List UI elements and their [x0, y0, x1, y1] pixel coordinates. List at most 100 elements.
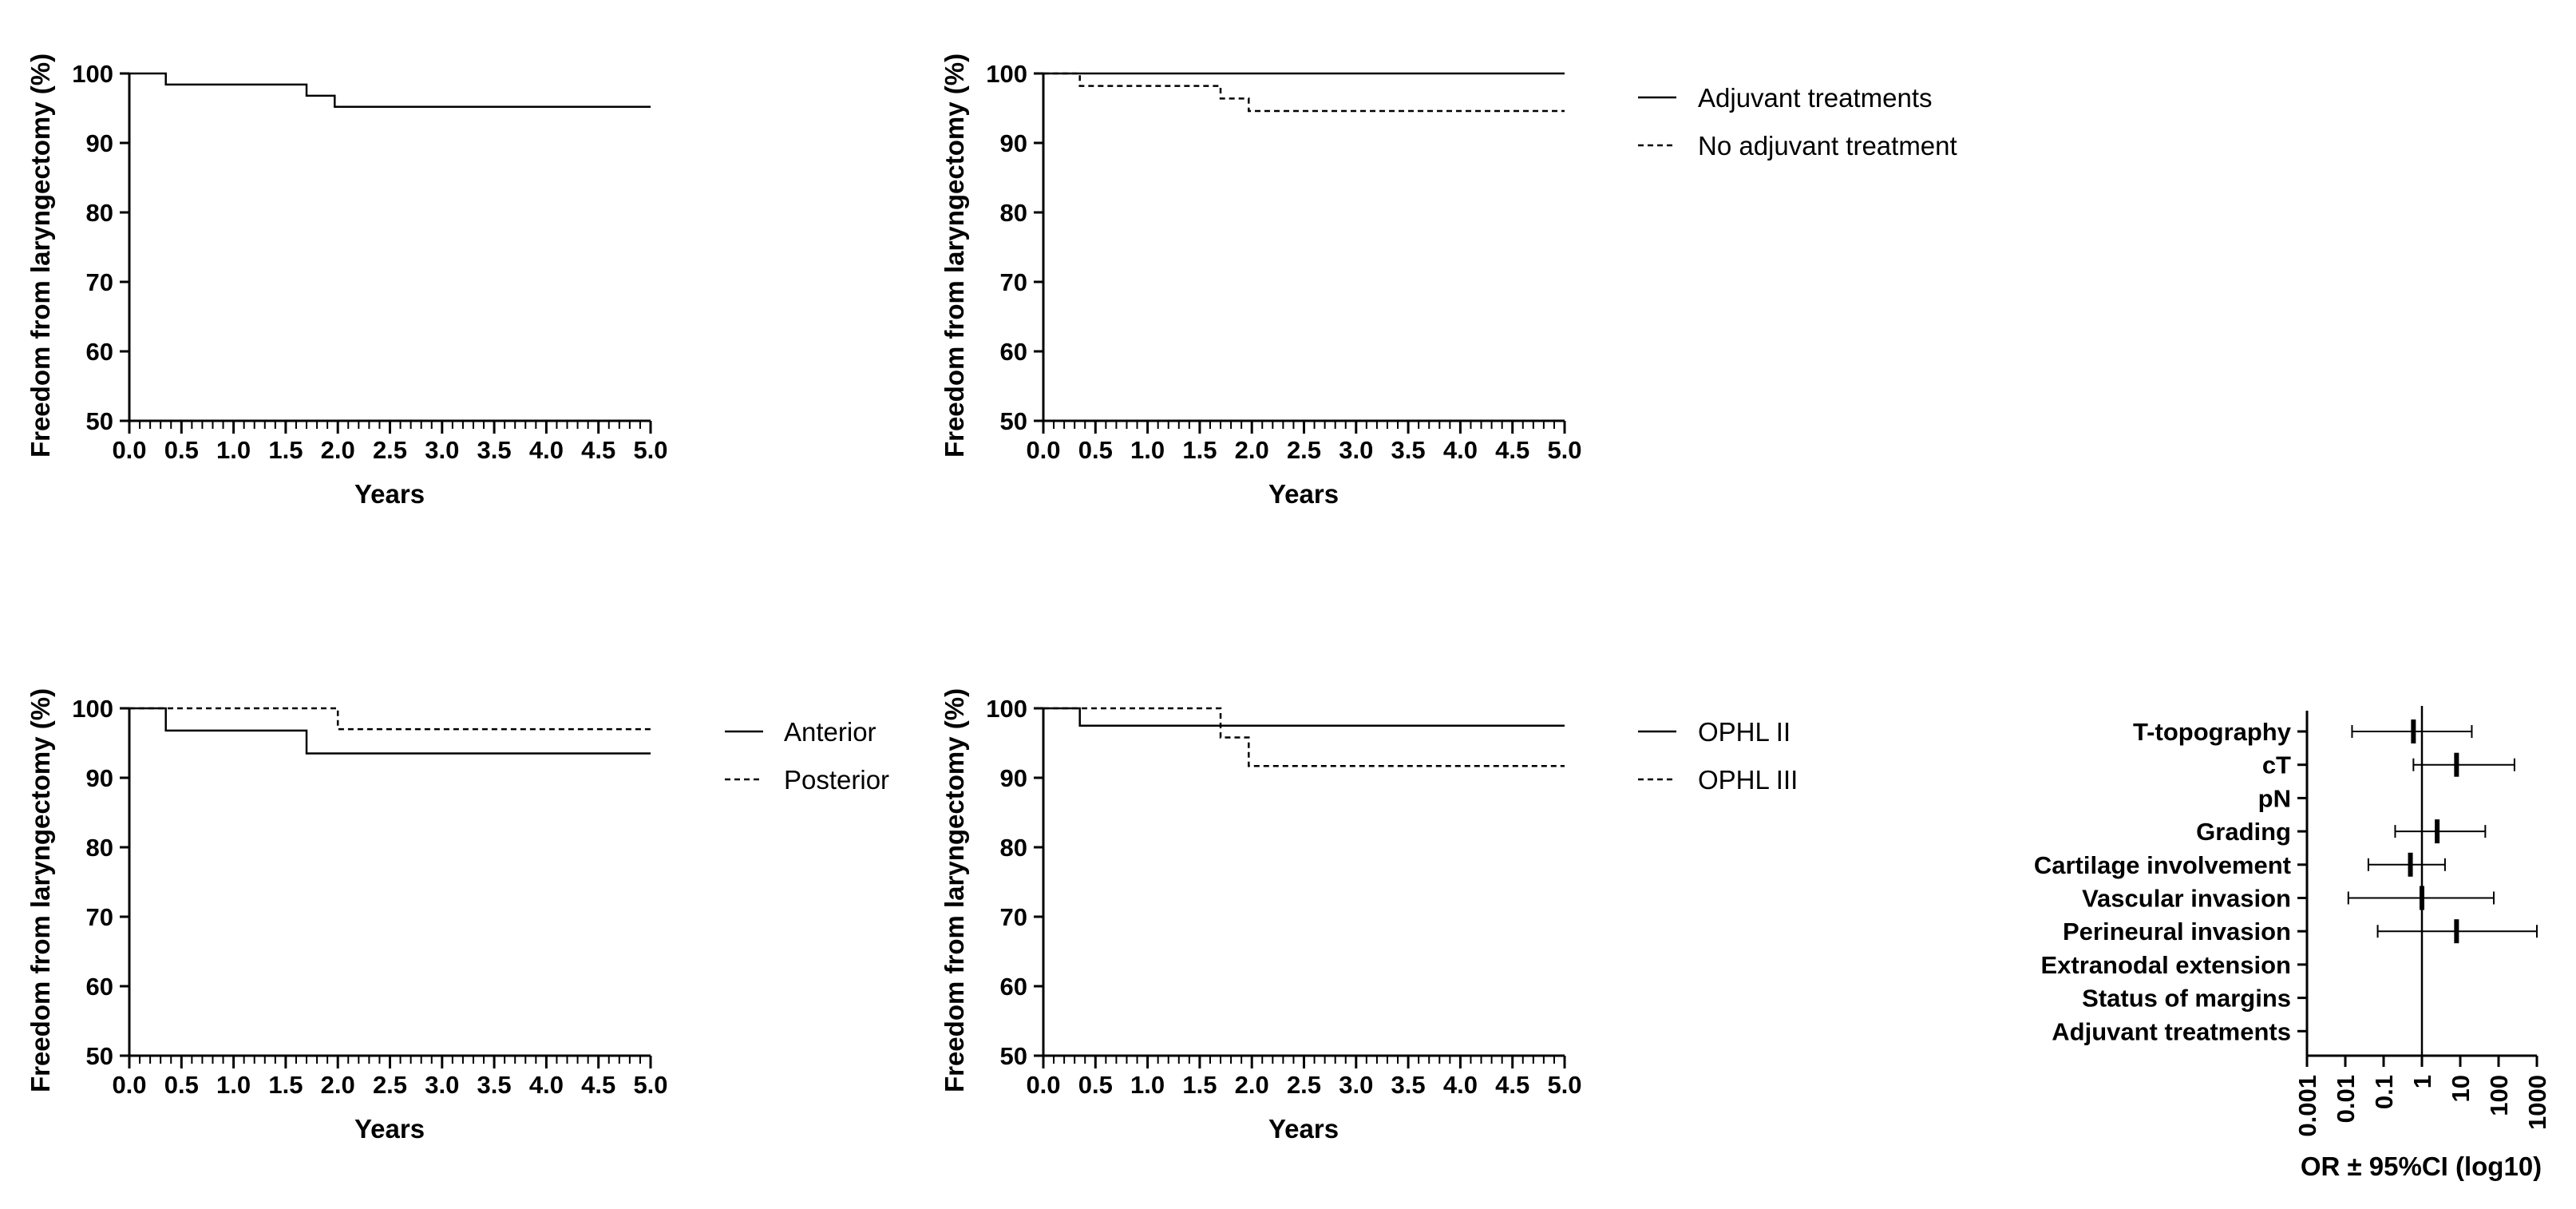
forest-row-label: cT [2262, 751, 2291, 779]
series-line-solid [1043, 707, 1565, 727]
series-line-solid [129, 707, 651, 755]
x-tick-label: 1.0 [216, 1071, 251, 1099]
x-tick-label: 4.5 [1495, 1071, 1529, 1099]
x-tick-label: 1.5 [268, 436, 303, 464]
x-tick-label: 5.0 [633, 1071, 667, 1099]
x-tick-label: 2.0 [321, 1071, 355, 1099]
x-axis-title: Years [1268, 1114, 1339, 1144]
x-tick-label: 1.0 [1130, 436, 1165, 464]
legend: Adjuvant treatments No adjuvant treatmen… [1638, 83, 1957, 161]
y-tick-label: 100 [986, 695, 1027, 723]
forest-row-label: T-topography [2133, 718, 2292, 746]
y-axis-title: Freedom from laryngectomy (%) [26, 688, 55, 1092]
y-tick-label: 60 [1000, 973, 1027, 1001]
x-axis-title: OR ± 95%CI (log10) [2301, 1152, 2542, 1181]
x-tick-label: 0.1 [2370, 1075, 2398, 1109]
series-line-dashed [129, 707, 651, 731]
legend-label: Posterior [784, 765, 889, 795]
x-tick-label: 2.0 [321, 436, 355, 464]
legend-label: No adjuvant treatment [1698, 131, 1957, 161]
x-tick-label: 0.5 [1078, 436, 1113, 464]
x-tick-label: 3.5 [477, 436, 512, 464]
x-tick-label: 2.5 [1287, 1071, 1321, 1099]
y-tick-label: 50 [86, 1042, 113, 1070]
x-tick-label: 1.0 [1130, 1071, 1165, 1099]
y-tick-label: 90 [1000, 764, 1027, 792]
y-tick-label: 80 [86, 834, 113, 862]
x-tick-label: 0.0 [1026, 436, 1060, 464]
x-tick-label: 1 [2408, 1075, 2436, 1088]
x-tick-label: 0.001 [2293, 1075, 2321, 1137]
y-tick-label: 60 [1000, 338, 1027, 366]
series-line-dashed [1043, 72, 1565, 113]
x-tick-label: 3.0 [425, 1071, 459, 1099]
x-tick-label: 3.5 [477, 1071, 512, 1099]
y-tick-label: 70 [86, 903, 113, 931]
x-tick-label: 4.0 [529, 436, 564, 464]
x-tick-label: 10 [2447, 1075, 2475, 1102]
x-tick-label: 2.0 [1235, 436, 1269, 464]
forest-row-label: Cartilage involvement [2034, 851, 2291, 879]
x-tick-label: 4.0 [529, 1071, 564, 1099]
km-plot-topography: 50 60 70 80 90 100 0.0 0.5 1.0 1.5 2.0 2.5 3.0 3.5 4.0… [26, 688, 889, 1144]
km-plot-overall: 50 60 70 80 90 100 0.0 0.5 1.0 1.5 2.0 2.5 3.0 3.5 4.0… [26, 54, 668, 509]
x-tick-label: 1.5 [1182, 1071, 1217, 1099]
x-tick-label: 0.01 [2332, 1075, 2360, 1123]
series-line-dashed [1043, 707, 1565, 767]
legend-label: OPHL II [1698, 717, 1791, 747]
x-tick-label: 4.5 [581, 1071, 615, 1099]
y-tick-label: 80 [86, 199, 113, 227]
legend-label: Anterior [784, 717, 876, 747]
legend-label: OPHL III [1698, 765, 1798, 795]
y-tick-label: 50 [1000, 407, 1027, 435]
forest-row-label: pN [2258, 784, 2291, 812]
y-tick-label: 100 [72, 695, 113, 723]
forest-row-label: Perineural invasion [2063, 918, 2291, 945]
y-tick-label: 100 [986, 60, 1027, 88]
x-tick-label: 100 [2485, 1075, 2513, 1116]
x-tick-label: 1000 [2523, 1075, 2551, 1130]
forest-row-label: Vascular invasion [2082, 885, 2291, 913]
x-tick-label: 3.0 [1339, 436, 1373, 464]
forest-row-label: Grading [2196, 818, 2291, 846]
forest-row-label: Extranodal extension [2040, 951, 2291, 979]
x-tick-label: 4.0 [1443, 1071, 1478, 1099]
x-tick-label: 0.5 [164, 1071, 199, 1099]
y-axis-title: Freedom from laryngectomy (%) [940, 688, 969, 1092]
km-plot-adjuvant: 50 60 70 80 90 100 0.0 0.5 1.0 1.5 2.0 2.5 3.0 3.5 4.0… [940, 54, 1957, 509]
x-tick-label: 1.5 [268, 1071, 303, 1099]
x-axis-title: Years [354, 1114, 425, 1144]
y-tick-label: 50 [86, 407, 113, 435]
y-tick-label: 80 [1000, 199, 1027, 227]
x-tick-label: 4.0 [1443, 436, 1478, 464]
y-tick-label: 60 [86, 973, 113, 1001]
legend: OPHL II OPHL III [1638, 717, 1798, 795]
x-axis-title: Years [1268, 479, 1339, 509]
forest-row-label: Status of margins [2082, 985, 2291, 1013]
x-tick-label: 0.5 [164, 436, 199, 464]
x-tick-label: 1.0 [216, 436, 251, 464]
x-tick-label: 1.5 [1182, 436, 1217, 464]
x-tick-label: 3.5 [1391, 436, 1426, 464]
x-tick-label: 0.0 [112, 436, 146, 464]
x-tick-label: 0.0 [112, 1071, 146, 1099]
x-tick-label: 2.5 [1287, 436, 1321, 464]
y-axis-title: Freedom from laryngectomy (%) [26, 54, 55, 458]
y-tick-label: 70 [1000, 903, 1027, 931]
x-axis-title: Years [354, 479, 425, 509]
x-tick-label: 0.5 [1078, 1071, 1113, 1099]
x-tick-label: 5.0 [1547, 1071, 1581, 1099]
y-tick-label: 60 [86, 338, 113, 366]
y-tick-label: 70 [1000, 268, 1027, 296]
series-line-solid [129, 72, 651, 109]
x-tick-label: 2.0 [1235, 1071, 1269, 1099]
y-tick-label: 80 [1000, 834, 1027, 862]
x-tick-label: 4.5 [1495, 436, 1529, 464]
y-tick-label: 90 [86, 129, 113, 157]
y-tick-label: 100 [72, 60, 113, 88]
x-tick-label: 5.0 [1547, 436, 1581, 464]
y-tick-label: 90 [1000, 129, 1027, 157]
y-tick-label: 50 [1000, 1042, 1027, 1070]
x-tick-label: 0.0 [1026, 1071, 1060, 1099]
y-tick-label: 90 [86, 764, 113, 792]
